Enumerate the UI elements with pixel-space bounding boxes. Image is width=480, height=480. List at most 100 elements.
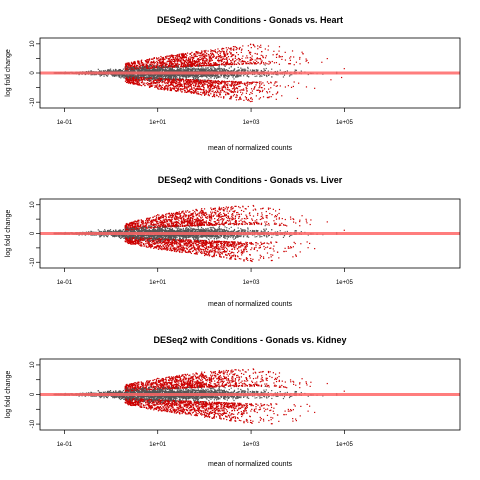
data-point: [196, 86, 198, 88]
data-point: [157, 65, 159, 67]
data-point: [203, 64, 205, 66]
data-point: [258, 81, 261, 83]
data-point: [99, 75, 101, 77]
data-point: [301, 51, 303, 53]
data-point: [305, 60, 307, 62]
data-point: [200, 65, 202, 67]
data-point: [267, 97, 269, 99]
data-point: [160, 61, 162, 64]
data-point: [199, 56, 201, 58]
data-point: [149, 83, 151, 85]
data-point: [190, 91, 192, 93]
data-point: [136, 68, 138, 70]
data-point: [223, 82, 226, 84]
data-point: [247, 67, 249, 70]
data-point: [202, 79, 204, 81]
data-point: [155, 57, 158, 59]
data-point: [136, 82, 138, 84]
data-point: [217, 48, 219, 50]
data-point: [289, 57, 291, 59]
data-point: [134, 77, 136, 79]
data-point: [233, 93, 235, 96]
data-point: [211, 50, 213, 52]
data-point: [154, 86, 157, 88]
data-point: [202, 67, 204, 69]
data-point: [225, 88, 227, 90]
data-point: [131, 64, 133, 67]
data-point: [211, 66, 213, 68]
data-point: [232, 54, 234, 56]
data-point: [138, 61, 140, 63]
data-point: [152, 75, 155, 77]
data-point: [210, 75, 213, 77]
data-point: [180, 67, 182, 70]
data-point: [177, 88, 179, 91]
data-point: [135, 66, 138, 68]
data-point: [162, 63, 165, 65]
data-point: [158, 65, 160, 67]
data-point: [227, 47, 230, 49]
data-point: [194, 79, 196, 81]
data-point: [179, 83, 181, 85]
data-point: [201, 62, 203, 65]
data-point: [162, 59, 164, 61]
data-point: [182, 53, 184, 55]
data-point: [222, 70, 224, 72]
data-point: [221, 80, 223, 82]
data-point: [160, 80, 162, 82]
data-point: [197, 76, 199, 78]
data-point: [212, 64, 214, 67]
data-point: [189, 84, 191, 86]
data-point: [263, 84, 265, 86]
data-point: [183, 80, 185, 82]
data-point: [154, 86, 156, 88]
data-point: [274, 82, 276, 84]
data-point: [169, 63, 171, 65]
data-point: [231, 69, 233, 72]
data-point: [216, 85, 219, 87]
data-point: [125, 70, 127, 72]
data-point: [197, 74, 199, 76]
data-point: [193, 64, 195, 66]
data-point: [289, 59, 291, 61]
data-point: [221, 69, 223, 71]
data-point: [88, 70, 90, 72]
data-point: [217, 84, 220, 86]
data-point: [156, 60, 158, 63]
data-point: [232, 91, 234, 93]
data-point: [147, 79, 150, 81]
data-point: [217, 88, 220, 90]
data-point: [166, 55, 168, 57]
data-point: [290, 86, 293, 88]
data-point: [214, 64, 216, 66]
data-point: [180, 53, 182, 55]
data-point: [239, 82, 242, 84]
data-point: [261, 90, 263, 93]
data-point: [131, 77, 133, 79]
data-point: [226, 83, 228, 86]
data-point: [165, 78, 167, 80]
data-point: [266, 75, 268, 78]
data-point: [182, 85, 184, 88]
data-point: [184, 85, 186, 87]
data-point: [238, 60, 240, 62]
data-point: [214, 67, 216, 70]
data-point: [162, 57, 165, 59]
data-point: [209, 74, 211, 77]
data-point: [192, 89, 194, 92]
data-point: [165, 56, 167, 58]
data-point: [212, 62, 215, 64]
data-point: [194, 76, 197, 78]
data-point: [127, 80, 129, 82]
data-point: [230, 62, 232, 64]
data-point: [260, 81, 262, 83]
data-point: [166, 69, 168, 72]
data-point: [197, 65, 199, 68]
data-point: [201, 94, 203, 96]
data-point: [182, 66, 184, 68]
data-point: [199, 75, 201, 78]
data-point: [186, 91, 188, 93]
data-point: [206, 60, 208, 62]
data-point: [166, 57, 168, 59]
data-point: [246, 83, 249, 85]
